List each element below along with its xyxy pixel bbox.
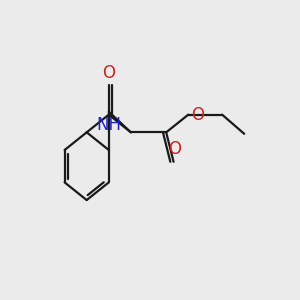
Text: O: O <box>169 140 182 158</box>
Text: O: O <box>102 64 115 82</box>
Text: NH: NH <box>96 116 121 134</box>
Text: O: O <box>190 106 204 124</box>
